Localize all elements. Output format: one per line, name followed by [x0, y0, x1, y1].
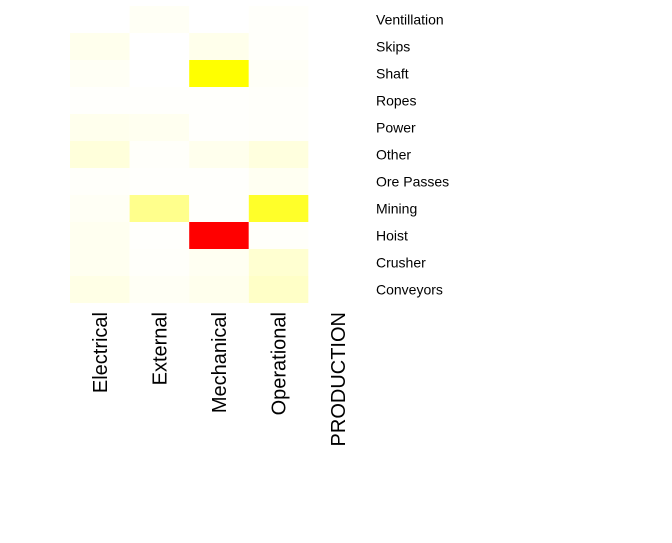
heatmap-cell-ventillation-operational [248, 6, 309, 33]
row-label: Ventillation [376, 12, 444, 28]
heatmap-cell-skips-mechanical [189, 33, 249, 60]
row-label: Shaft [376, 66, 409, 82]
heatmap-cell-shaft-external [129, 60, 190, 87]
heatmap-cell-conveyors-electrical [70, 276, 130, 303]
heatmap-cell-ventillation-production [308, 6, 368, 33]
heatmap-cell-other-electrical [70, 141, 130, 168]
heatmap-cell-ore-passes-production [308, 168, 368, 195]
heatmap-cell-ventillation-mechanical [189, 6, 249, 33]
heatmap-cell-shaft-mechanical [189, 60, 249, 87]
heatmap-cell-shaft-operational [248, 60, 309, 87]
heatmap-cell-hoist-electrical [70, 222, 130, 249]
heatmap-cell-power-electrical [70, 114, 130, 141]
heatmap-cell-crusher-operational [248, 249, 309, 276]
heatmap-cell-hoist-operational [248, 222, 309, 249]
heatmap-cell-hoist-production [308, 222, 368, 249]
heatmap-cell-conveyors-operational [248, 276, 309, 303]
heatmap-cell-other-operational [248, 141, 309, 168]
row-label: Hoist [376, 228, 408, 244]
heatmap-cell-crusher-production [308, 249, 368, 276]
heatmap-cell-crusher-electrical [70, 249, 130, 276]
row-label: Ropes [376, 93, 416, 109]
heatmap-cell-power-mechanical [189, 114, 249, 141]
heatmap-cell-skips-production [308, 33, 368, 60]
heatmap-cell-other-mechanical [189, 141, 249, 168]
heatmap-cell-crusher-external [129, 249, 190, 276]
heatmap-cell-conveyors-mechanical [189, 276, 249, 303]
heatmap-cell-ore-passes-electrical [70, 168, 130, 195]
heatmap-cell-hoist-external [129, 222, 190, 249]
heatmap-cell-shaft-electrical [70, 60, 130, 87]
row-labels: Ventillation Skips Shaft Ropes Power Other Ore… [376, 12, 449, 298]
heatmap-cell-skips-electrical [70, 33, 130, 60]
heatmap-cell-power-operational [248, 114, 309, 141]
row-label: Other [376, 147, 411, 163]
heatmap-cell-power-external [129, 114, 190, 141]
column-label: Electrical [90, 312, 112, 393]
heatmap-cell-ventillation-external [129, 6, 190, 33]
heatmap-cell-mining-mechanical [189, 195, 249, 222]
row-label: Ore Passes [376, 174, 449, 190]
heatmap-cell-ropes-external [129, 87, 190, 114]
heatmap-cell-crusher-mechanical [189, 249, 249, 276]
heatmap-cell-ropes-mechanical [189, 87, 249, 114]
heatmap-cell-ropes-production [308, 87, 368, 114]
column-label: Operational [269, 312, 291, 415]
heatmap-cell-ore-passes-mechanical [189, 168, 249, 195]
row-label: Crusher [376, 255, 426, 271]
column-labels: Electrical External Mechanical Operational P… [90, 312, 350, 446]
heatmap-cell-ropes-operational [248, 87, 309, 114]
column-label: External [149, 312, 171, 385]
heatmap-cell-other-external [129, 141, 190, 168]
heatmap-cell-conveyors-production [308, 276, 368, 303]
heatmap-cell-ore-passes-operational [248, 168, 309, 195]
heatmap-cell-mining-operational [248, 195, 309, 222]
heatmap-cell-hoist-mechanical [189, 222, 249, 249]
column-label: Mechanical [209, 312, 231, 413]
heatmap-cell-ventillation-electrical [70, 6, 130, 33]
heatmap-cell-skips-operational [248, 33, 309, 60]
column-label: PRODUCTION [328, 312, 350, 446]
heatmap-cell-shaft-production [308, 60, 368, 87]
row-label: Power [376, 120, 416, 136]
heatmap-cell-other-production [308, 141, 368, 168]
row-label: Mining [376, 201, 417, 217]
heatmap-cell-mining-external [129, 195, 190, 222]
heatmap-cell-ropes-electrical [70, 87, 130, 114]
heatmap-cell-mining-production [308, 195, 368, 222]
heatmap-cell-mining-electrical [70, 195, 130, 222]
row-label: Skips [376, 39, 410, 55]
heatmap-cell-skips-external [129, 33, 190, 60]
row-label: Conveyors [376, 282, 443, 298]
heatmap-cell-power-production [308, 114, 368, 141]
heatmap-cells [70, 6, 368, 303]
heatmap-cell-ore-passes-external [129, 168, 190, 195]
heatmap-cell-conveyors-external [129, 276, 190, 303]
